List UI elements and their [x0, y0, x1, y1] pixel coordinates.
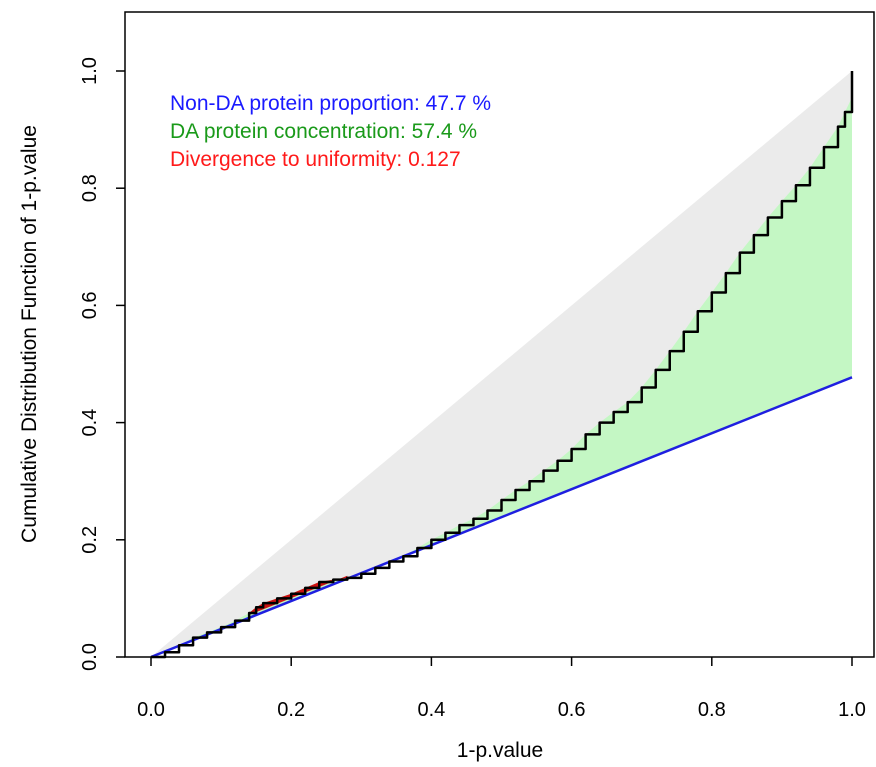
cdf-curve [151, 71, 854, 659]
region-fills [151, 71, 852, 657]
divergence-region [249, 575, 348, 615]
non-da-line [150, 376, 853, 659]
x-tick-label: 0.0 [137, 699, 165, 721]
y-axis: 0.0 0.2 0.4 0.6 0.8 1.0 [79, 57, 125, 671]
x-tick-label: 0.8 [698, 699, 726, 721]
x-axis-label: 1-p.value [457, 739, 543, 762]
x-tick-label: 0.4 [417, 699, 445, 721]
y-tick-label: 0.0 [79, 643, 101, 671]
y-tick-label: 0.2 [79, 526, 101, 554]
da-concentration-annotation: DA protein concentration: 57.4 % [170, 120, 477, 143]
divergence-annotation: Divergence to uniformity: 0.127 [170, 148, 461, 171]
plot-frame [124, 11, 875, 658]
uniform-region [151, 71, 852, 657]
x-tick-label: 0.6 [558, 699, 586, 721]
x-axis: 0.0 0.2 0.4 0.6 0.8 1.0 [137, 657, 866, 721]
chart-lines [150, 71, 854, 659]
non-da-proportion-annotation: Non-DA protein proportion: 47.7 % [170, 92, 491, 115]
x-tick-label: 0.2 [277, 699, 305, 721]
y-tick-label: 1.0 [79, 57, 101, 85]
y-tick-label: 0.4 [79, 409, 101, 437]
y-axis-label: Cumulative Distribution Function of 1-p.… [18, 125, 41, 543]
y-tick-label: 0.8 [79, 174, 101, 202]
da-region [151, 71, 852, 657]
x-tick-label: 1.0 [838, 699, 866, 721]
y-tick-label: 0.6 [79, 291, 101, 319]
